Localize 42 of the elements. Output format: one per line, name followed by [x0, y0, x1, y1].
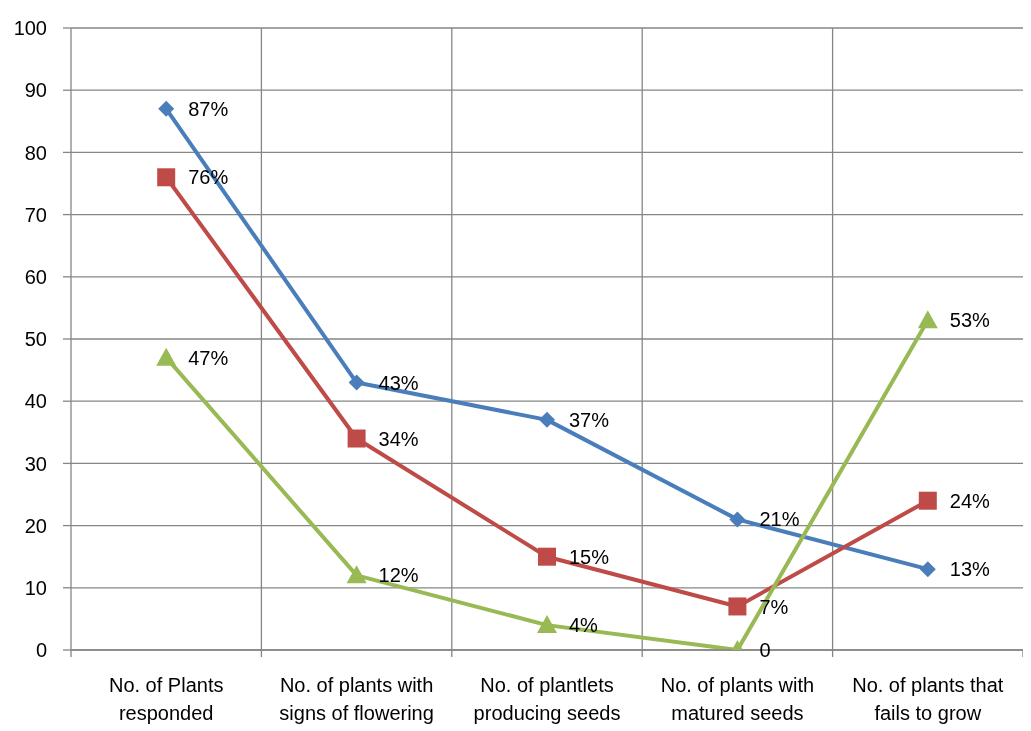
y-tick-label: 40	[24, 390, 47, 413]
y-tick-label: 30	[24, 452, 47, 475]
y-tick-label: 0	[35, 639, 47, 662]
x-tick-label: No. of plantlets producing seeds	[473, 674, 621, 725]
y-tick-label: 60	[24, 265, 47, 288]
point	[538, 547, 556, 566]
data-label: 15%	[569, 545, 610, 568]
point	[348, 374, 365, 391]
y-tick-label: 70	[24, 203, 47, 226]
data-label: 37%	[569, 408, 610, 431]
x-tick-label: No. of plants that fails to grow	[852, 674, 1004, 725]
data-label: 43%	[378, 371, 419, 394]
y-tick-label: 20	[24, 514, 47, 537]
data-label: 12%	[378, 564, 419, 587]
data-label: 53%	[949, 309, 991, 332]
y-tick-label: 90	[24, 79, 47, 102]
data-label: 0	[759, 639, 771, 662]
point	[347, 429, 366, 448]
point	[156, 347, 177, 366]
point	[729, 511, 746, 528]
point	[537, 615, 557, 634]
data-label: 87%	[188, 97, 229, 120]
data-label: 34%	[378, 427, 419, 450]
data-label: 13%	[949, 558, 991, 581]
point	[919, 561, 936, 578]
data-label: 24%	[949, 489, 991, 512]
point	[158, 100, 175, 117]
y-tick-label: 100	[13, 17, 47, 40]
point	[918, 491, 937, 510]
y-tick-label: 50	[24, 328, 47, 351]
point	[728, 597, 747, 616]
x-tick-label: No. of plants with matured seeds	[660, 674, 815, 725]
x-tick-label: No. of Plants responded	[108, 674, 224, 725]
point	[346, 565, 367, 584]
point	[917, 310, 938, 329]
point	[157, 168, 176, 187]
data-label: 47%	[188, 346, 229, 369]
y-tick-label: 80	[24, 141, 47, 164]
point	[539, 411, 555, 428]
x-tick-label: No. of plants with signs of flowering	[279, 674, 434, 725]
data-label: 21%	[759, 508, 800, 531]
y-tick-label: 10	[24, 576, 47, 599]
